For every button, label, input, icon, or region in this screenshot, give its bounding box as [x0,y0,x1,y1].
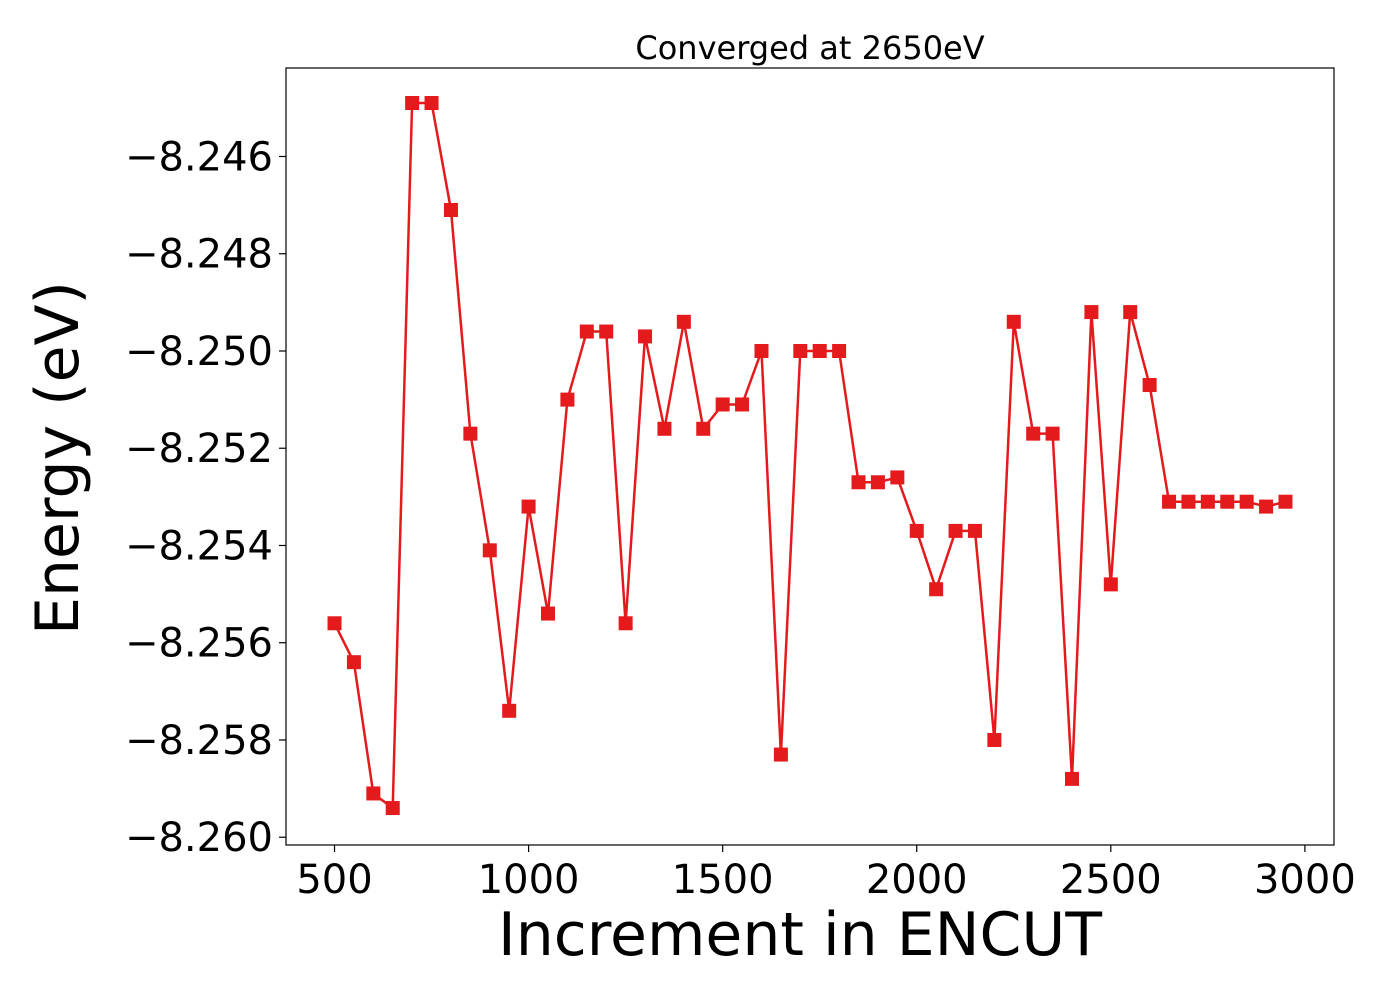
data-point-marker [424,96,439,111]
data-point-marker [1278,494,1293,509]
y-tick-label: −8.256 [125,621,273,667]
data-point-marker [676,314,691,329]
data-point-marker [890,470,905,485]
y-tick-label: −8.252 [125,426,273,472]
data-point-marker [502,703,517,718]
data-point-marker [482,543,497,558]
y-tick-label: −8.248 [125,232,273,278]
data-point-marker [541,606,555,621]
data-point-marker [909,523,924,538]
data-point-marker [327,616,342,631]
data-point-marker [929,582,944,597]
data-point-marker [967,523,982,538]
data-point-marker [851,475,866,490]
data-point-marker [657,421,672,436]
data-point-marker [1142,378,1157,393]
data-point-marker [987,732,1002,747]
y-axis-ticks: −8.246 −8.248 −8.250 −8.252 −8.254 −8.256 −8.2… [125,134,286,861]
data-point-marker [560,392,575,407]
data-point-marker [1162,494,1177,509]
data-point-marker [793,343,808,358]
x-tick-label: 3000 [1254,857,1356,903]
data-point-marker [948,523,963,538]
plot-area-frame [285,67,1335,846]
data-point-marker [385,801,400,816]
x-tick-label: 1500 [672,857,774,903]
y-tick-label: −8.254 [125,523,273,569]
data-point-marker [1006,314,1021,329]
data-point-marker [1220,494,1235,509]
data-point-marker [521,499,536,514]
data-point-marker [1259,499,1274,514]
data-point-marker [346,655,361,670]
data-point-marker [1065,771,1079,786]
data-point-marker [870,475,885,490]
x-tick-label: 2000 [866,857,968,903]
data-point-marker [1084,305,1099,320]
data-point-marker [773,747,788,762]
data-point-marker [754,343,769,358]
data-point-marker [1045,426,1060,441]
data-point-marker [735,397,750,412]
y-tick-label: −8.258 [125,718,273,764]
y-tick-label: −8.250 [125,329,273,375]
chart-title: Converged at 2650eV [635,29,984,67]
data-point-marker [618,616,633,631]
x-tick-label: 1000 [478,857,580,903]
x-axis-ticks: 500 1000 1500 2000 2500 3000 [296,845,1356,903]
y-tick-label: −8.260 [125,815,273,861]
y-tick-label: −8.246 [125,134,273,180]
data-point-marker [638,329,653,344]
data-point-marker [1239,494,1254,509]
data-point-marker [405,96,420,111]
x-tick-label: 500 [296,857,372,903]
data-point-marker [1026,426,1041,441]
y-axis-title: Energy (eV) [23,281,93,635]
x-axis-title: Increment in ENCUT [498,900,1102,970]
series-layer [327,96,1293,816]
data-point-marker [1181,494,1196,509]
data-point-marker [812,343,827,358]
data-point-marker [579,324,594,339]
data-point-marker [715,397,730,412]
data-point-marker [443,202,458,217]
data-point-marker [463,426,478,441]
series-line [333,101,1286,810]
data-point-marker [366,786,381,801]
x-tick-label: 2500 [1060,857,1162,903]
data-point-marker [1123,305,1138,320]
data-point-marker [599,324,614,339]
data-point-marker [1200,494,1215,509]
data-point-marker [696,421,711,436]
data-point-marker [832,343,847,358]
data-point-marker [1103,577,1118,592]
